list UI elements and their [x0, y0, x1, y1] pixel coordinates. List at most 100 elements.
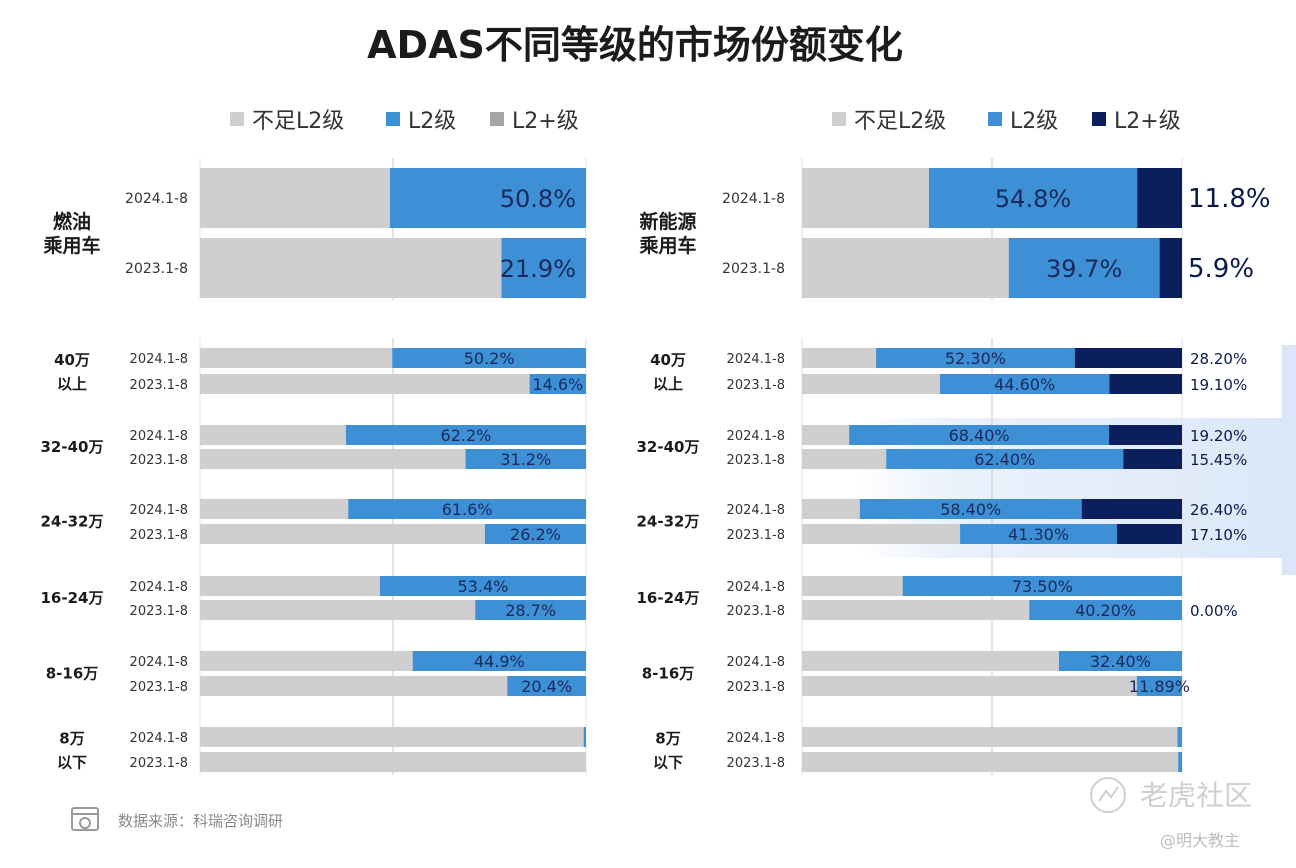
bar-l2-right: [902, 576, 1182, 596]
legend-label-left-2: L2+级: [512, 109, 579, 134]
bar-below-l2-right: [802, 752, 1179, 772]
bar-l2-left: [348, 499, 586, 519]
bar-l2-left: [412, 651, 586, 671]
legend-swatch-right-0: [832, 112, 846, 126]
data-label-l2-left: 14.6%: [532, 375, 583, 394]
legend-swatch-right-2: [1092, 112, 1106, 126]
period-label-left: 2023.1-8: [130, 453, 188, 468]
data-label-l2-right: 44.60%: [994, 375, 1055, 394]
period-label-left: 2023.1-8: [130, 680, 188, 695]
source-note: 数据来源：科瑞咨询调研: [118, 812, 283, 830]
bar-below-l2-left: [200, 576, 380, 596]
period-label-right: 2023.1-8: [727, 378, 785, 393]
category-label-right: 8-16万: [642, 665, 695, 683]
watermark-brand: 老虎社区: [1140, 779, 1252, 812]
category-label-left: 以上: [57, 375, 87, 393]
bar-l2plus-right: [1074, 348, 1182, 368]
legend-right: 不足L2级 L2级 L2+级: [832, 109, 1181, 134]
bar-l2-left: [389, 168, 586, 228]
bar-below-l2-left: [200, 449, 466, 469]
data-label-l2-right: 32.40%: [1090, 652, 1151, 671]
data-label-l2-right: 73.50%: [1012, 577, 1073, 596]
bar-l2-right: [859, 499, 1082, 519]
bar-l2-right: [886, 449, 1124, 469]
bar-l2plus-right: [1109, 425, 1182, 445]
legend-label-right-2: L2+级: [1114, 109, 1181, 134]
bar-l2-right: [876, 348, 1075, 368]
bar-below-l2-left: [200, 238, 502, 298]
category-label-left: 8-16万: [46, 665, 99, 683]
watermark-logo-icon: [1090, 777, 1126, 813]
data-label-l2plus-right: 28.20%: [1190, 350, 1247, 368]
bar-l2-right: [960, 524, 1118, 544]
legend-label-left-1: L2级: [408, 109, 456, 134]
period-label-left: 2024.1-8: [130, 503, 188, 518]
source-icon: [71, 807, 99, 831]
bar-l2plus-right: [1081, 499, 1182, 519]
legend-label-right-1: L2级: [1010, 109, 1058, 134]
bar-l2-left: [345, 425, 586, 445]
period-label-left: 2024.1-8: [125, 191, 188, 207]
data-label-l2-right: 62.40%: [974, 450, 1035, 469]
period-label-right: 2023.1-8: [727, 680, 785, 695]
bar-l2plus-right: [1137, 168, 1182, 228]
period-label-left: 2024.1-8: [130, 352, 188, 367]
period-label-right: 2024.1-8: [727, 503, 785, 518]
data-label-l2-right: 11.89%: [1129, 677, 1190, 696]
bar-below-l2-left: [200, 348, 393, 368]
bar-l2-left: [507, 676, 586, 696]
data-label-l2plus-right: 19.20%: [1190, 427, 1247, 445]
bar-below-l2-left: [200, 499, 349, 519]
data-label-l2-right: 39.7%: [1046, 255, 1122, 283]
bar-below-l2-right: [802, 374, 940, 394]
legend-label-left-0: 不足L2级: [252, 109, 344, 134]
bar-below-l2-left: [200, 651, 413, 671]
bar-below-l2-right: [802, 651, 1059, 671]
data-label-l2-left: 26.2%: [510, 525, 561, 544]
bar-l2-right: [1177, 727, 1182, 747]
bar-l2-left: [583, 727, 586, 747]
category-label-left: 16-24万: [41, 589, 104, 607]
category-label-left: 8万: [59, 730, 84, 748]
period-label-left: 2024.1-8: [130, 731, 188, 746]
bar-l2-left: [529, 374, 586, 394]
period-label-right: 2024.1-8: [722, 191, 785, 207]
period-label-left: 2023.1-8: [130, 528, 188, 543]
bar-below-l2-left: [200, 425, 346, 445]
data-label-l2plus-right: 26.40%: [1190, 501, 1247, 519]
bar-below-l2-left: [200, 168, 390, 228]
bar-below-l2-left: [200, 600, 476, 620]
period-label-right: 2023.1-8: [727, 528, 785, 543]
bar-l2-right: [1136, 676, 1182, 696]
bar-below-l2-right: [802, 600, 1030, 620]
bar-below-l2-right: [802, 425, 850, 445]
period-label-left: 2024.1-8: [130, 580, 188, 595]
category-label-left: 乘用车: [42, 234, 100, 257]
period-label-left: 2024.1-8: [130, 655, 188, 670]
data-label-l2plus-right: 0.00%: [1190, 602, 1238, 620]
legend-swatch-left-1: [386, 112, 400, 126]
bar-l2-left: [465, 449, 586, 469]
category-label-left: 40万: [54, 351, 90, 369]
data-label-l2-left: 50.2%: [464, 349, 515, 368]
data-label-l2-left: 28.7%: [505, 601, 556, 620]
period-label-right: 2023.1-8: [727, 756, 785, 771]
bar-l2-right: [939, 374, 1110, 394]
bar-below-l2-left: [200, 727, 584, 747]
chart-title: ADAS不同等级的市场份额变化: [367, 23, 903, 67]
period-label-left: 2023.1-8: [125, 261, 188, 277]
period-label-left: 2023.1-8: [130, 378, 188, 393]
data-label-l2-right: 52.30%: [945, 349, 1006, 368]
period-label-left: 2023.1-8: [130, 604, 188, 619]
bar-below-l2-right: [802, 348, 877, 368]
category-label-right: 8万: [655, 730, 680, 748]
category-label-left: 燃油: [53, 210, 91, 233]
legend-left: 不足L2级 L2级 L2+级: [230, 109, 579, 134]
data-label-l2-left: 61.6%: [442, 500, 493, 519]
data-label-l2plus-right: 17.10%: [1190, 526, 1247, 544]
bar-below-l2-right: [802, 449, 887, 469]
bar-l2plus-right: [1117, 524, 1182, 544]
bar-below-l2-right: [802, 676, 1137, 696]
category-label-right: 乘用车: [638, 234, 696, 257]
